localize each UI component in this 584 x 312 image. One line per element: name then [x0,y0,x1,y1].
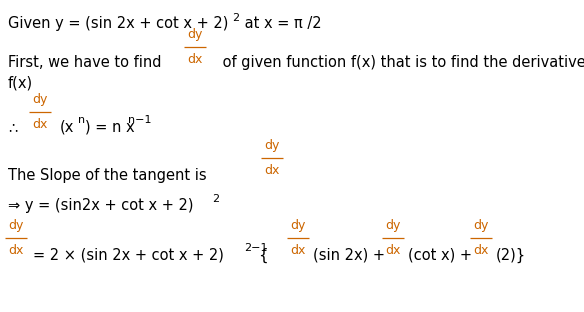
Text: dy: dy [290,219,305,232]
Text: ) = n x: ) = n x [85,120,135,135]
Text: 2−1: 2−1 [244,243,267,253]
Text: The Slope of the tangent is: The Slope of the tangent is [8,168,207,183]
Text: at x = π /2: at x = π /2 [240,16,322,31]
Text: = 2 × (sin 2x + cot x + 2): = 2 × (sin 2x + cot x + 2) [33,248,224,263]
Text: of given function f(x) that is to find the derivative of: of given function f(x) that is to find t… [218,55,584,70]
Text: n: n [78,115,85,125]
Text: dy: dy [385,219,401,232]
Text: 2: 2 [232,13,239,23]
Text: dy: dy [187,28,203,41]
Text: ∴: ∴ [8,120,18,135]
Text: First, we have to find: First, we have to find [8,55,162,70]
Text: dy: dy [265,139,280,152]
Text: dy: dy [8,219,24,232]
Text: dx: dx [473,244,489,257]
Text: (sin 2x) +: (sin 2x) + [313,248,385,263]
Text: f(x): f(x) [8,75,33,90]
Text: {: { [258,248,267,263]
Text: dx: dx [32,118,48,131]
Text: n−1: n−1 [128,115,151,125]
Text: dy: dy [473,219,489,232]
Text: (x: (x [60,120,74,135]
Text: dx: dx [385,244,401,257]
Text: Given y = (sin 2x + cot x + 2): Given y = (sin 2x + cot x + 2) [8,16,228,31]
Text: dy: dy [32,93,48,106]
Text: dx: dx [290,244,305,257]
Text: 2: 2 [212,194,219,204]
Text: ⇒ y = (sin2x + cot x + 2): ⇒ y = (sin2x + cot x + 2) [8,198,193,213]
Text: dx: dx [187,53,203,66]
Text: (cot x) +: (cot x) + [408,248,472,263]
Text: (2)}: (2)} [496,248,526,263]
Text: dx: dx [265,164,280,177]
Text: dx: dx [8,244,24,257]
